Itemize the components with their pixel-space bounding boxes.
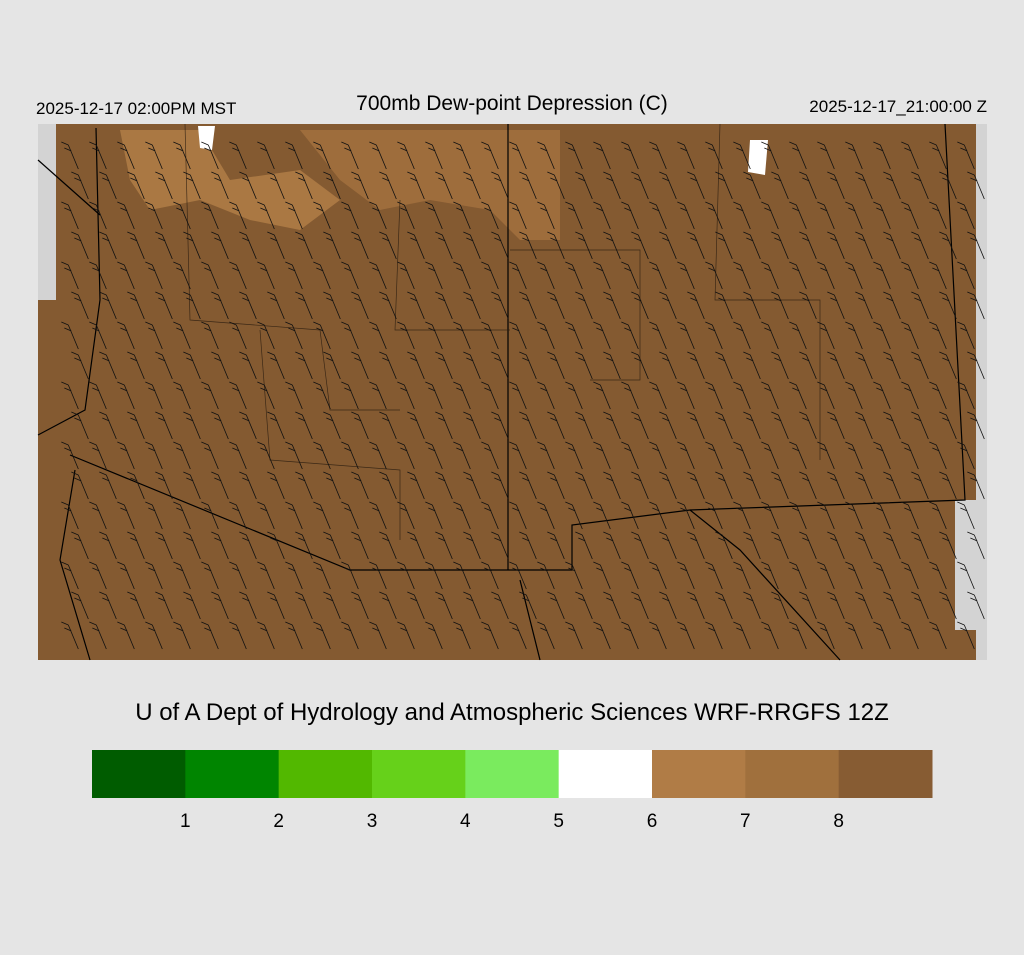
map-patch xyxy=(120,130,340,230)
color-box xyxy=(278,750,373,798)
map-patch xyxy=(748,140,768,175)
valid-local-time: 2025-12-17 02:00PM MST xyxy=(36,99,236,118)
map xyxy=(37,123,987,661)
map-patch xyxy=(198,126,215,150)
colorbar-label: 7 xyxy=(740,811,751,832)
color-box xyxy=(465,750,560,798)
color-box xyxy=(372,750,466,798)
boundaries xyxy=(37,123,966,661)
colorbar-label: 8 xyxy=(833,811,844,832)
barb xyxy=(61,141,985,650)
colorbar-label: 6 xyxy=(647,811,658,832)
map-title: 700mb Dew-point Depression (C) xyxy=(356,92,668,115)
color-box xyxy=(92,750,186,798)
color-box xyxy=(652,750,746,798)
map-patch xyxy=(300,130,560,240)
credit: U of A Dept of Hydrology and Atmospheric… xyxy=(135,699,889,726)
map-field xyxy=(38,300,68,660)
valid-utc-time: 2025-12-17_21:00:00 Z xyxy=(809,97,987,116)
color-box xyxy=(745,750,840,798)
map-edge xyxy=(955,500,987,630)
colorbar: 1 2 3 4 5 6 7 8 xyxy=(92,750,933,832)
colorbar-label: 4 xyxy=(460,811,471,832)
colorbar-label: 1 xyxy=(180,811,191,832)
wind-barbs xyxy=(61,141,985,650)
colorbar-label: 2 xyxy=(273,811,284,832)
color-box xyxy=(558,750,653,798)
color-box xyxy=(185,750,280,798)
colorbar-label: 5 xyxy=(553,811,564,832)
color-box xyxy=(838,750,933,798)
colorbar-label: 3 xyxy=(367,811,378,832)
